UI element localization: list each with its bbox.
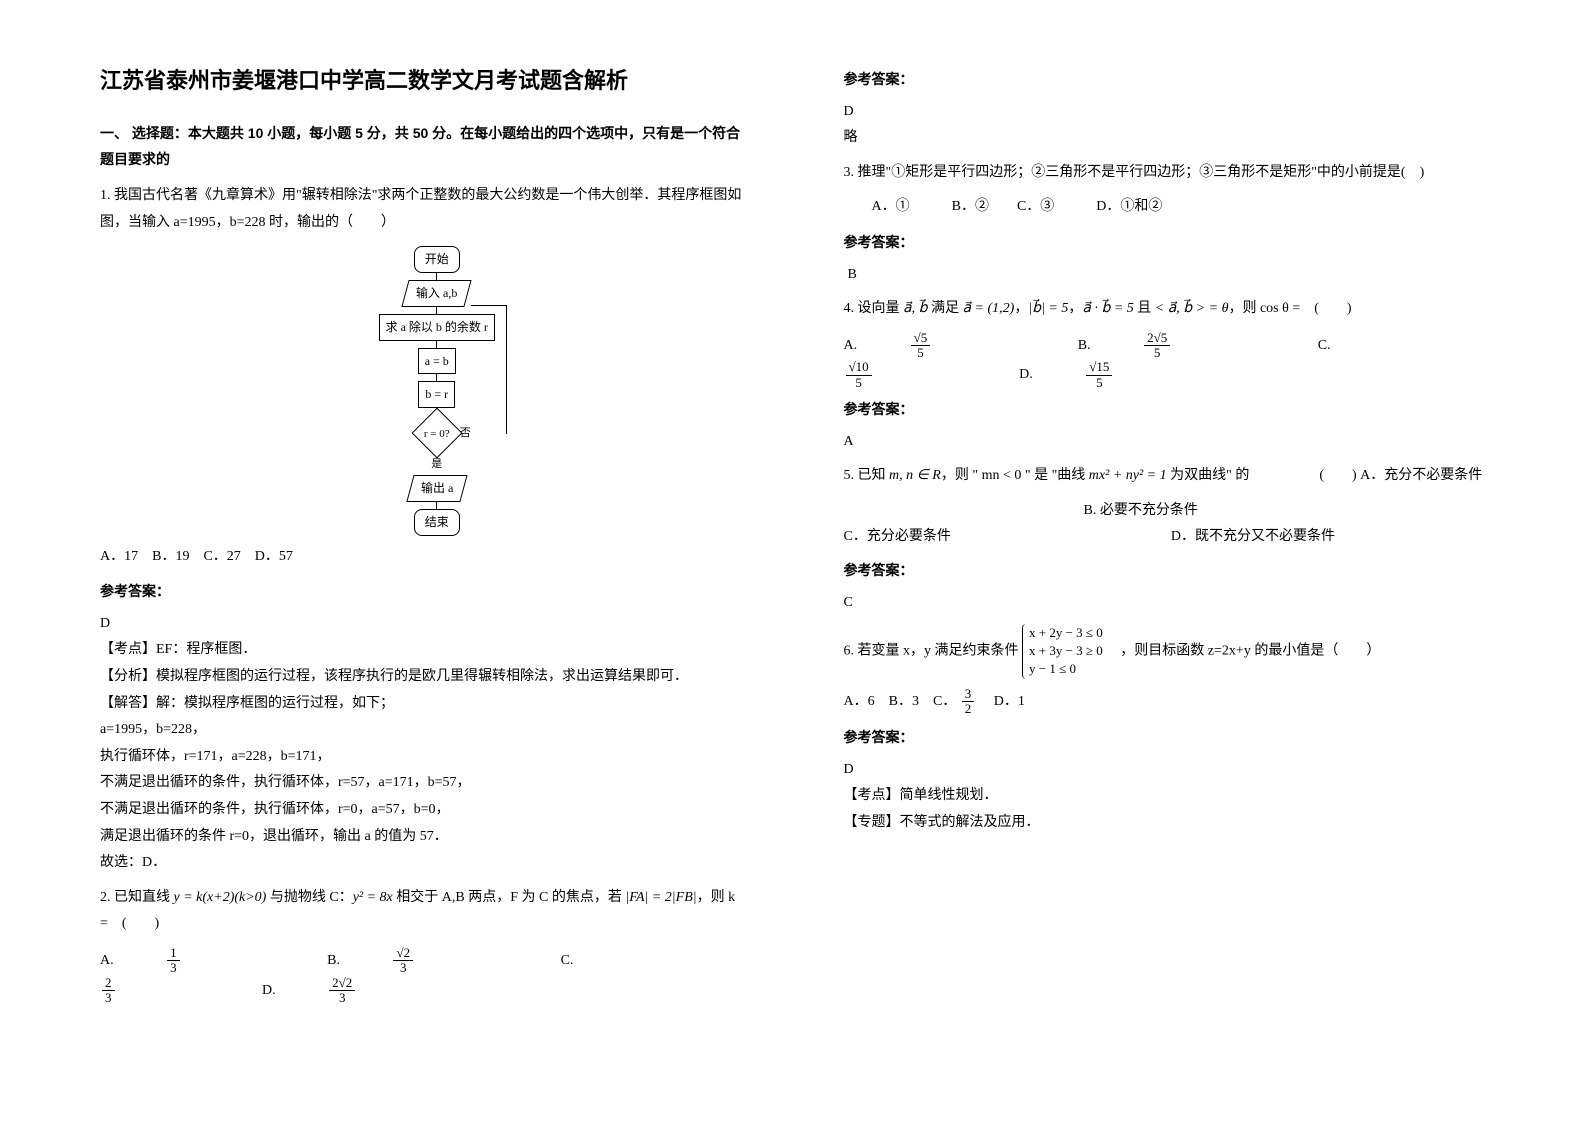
q4-opts: A. √55 B. 2√55 C. √105 D. √155: [844, 331, 1488, 390]
q5-ans-label: 参考答案：: [844, 557, 1488, 584]
q5-optB: B. 必要不充分条件: [844, 498, 1488, 525]
q4-ans-label: 参考答案：: [844, 396, 1488, 423]
q6-stem: 6. 若变量 x，y 满足约束条件 x + 2y − 3 ≤ 0 x + 3y …: [844, 624, 1488, 679]
q2-stem: 2. 已知直线 y = k(x+2)(k>0) 与抛物线 C：y² = 8x 相…: [100, 885, 744, 938]
fc-input: 输入 a,b: [401, 280, 472, 307]
left-column: 江苏省泰州市姜堰港口中学高二数学文月考试题含解析 一、 选择题：本大题共 10 …: [0, 0, 794, 1122]
q6-zt: 【专题】不等式的解法及应用．: [844, 810, 1488, 837]
q1-l1: a=1995，b=228，: [100, 717, 744, 744]
q5-optCD: C．充分必要条件D．既不充分又不必要条件: [844, 524, 1488, 551]
q3-ans-label: 参考答案：: [844, 229, 1488, 256]
q3-ans: B: [848, 262, 1488, 289]
q1-l2: 执行循环体，r=171，a=228，b=171，: [100, 744, 744, 771]
q2-ans-label: 参考答案：: [844, 66, 1488, 93]
q6-ans-label: 参考答案：: [844, 724, 1488, 751]
fc-no-label: 否: [460, 423, 471, 444]
q2-ans: D: [844, 99, 1488, 126]
fc-end: 结束: [414, 509, 460, 536]
q1-opts: A．17 B．19 C．27 D．57: [100, 544, 744, 571]
q6-cases: x + 2y − 3 ≤ 0 x + 3y − 3 ≥ 0 y − 1 ≤ 0: [1022, 624, 1103, 679]
q6-opts: A．6 B．3 C． 32 D．1: [844, 687, 1488, 717]
q1-l6: 故选：D．: [100, 850, 744, 877]
q1-kd: 【考点】EF：程序框图．: [100, 637, 744, 664]
right-column: 参考答案： D 略 3. 推理"①矩形是平行四边形；②三角形不是平行四边形；③三…: [794, 0, 1587, 1122]
q2-extra: 略: [844, 125, 1488, 152]
section-1-head: 一、 选择题：本大题共 10 小题，每小题 5 分，共 50 分。在每小题给出的…: [100, 120, 744, 173]
q6-kd: 【考点】简单线性规划．: [844, 783, 1488, 810]
q1-stem: 1. 我国古代名著《九章算术》用"辗转相除法"求两个正整数的最大公约数是一个伟大…: [100, 183, 744, 236]
fc-cond: r = 0? 否: [402, 415, 472, 451]
fc-b-eq-r: b = r: [418, 381, 455, 408]
doc-title: 江苏省泰州市姜堰港口中学高二数学文月考试题含解析: [100, 60, 744, 102]
q4-stem: 4. 设向量 a⃗, b⃗ 满足 a⃗ = (1,2)，|b⃗| = 5，a⃗ …: [844, 296, 1488, 323]
q2-opts: A. 13 B. √23 C. 23 D. 2√23: [100, 946, 744, 1005]
q1-jd: 【解答】解：模拟程序框图的运行过程，如下；: [100, 691, 744, 718]
q3-stem: 3. 推理"①矩形是平行四边形；②三角形不是平行四边形；③三角形不是矩形"中的小…: [844, 160, 1488, 187]
q6-ans: D: [844, 757, 1488, 784]
q4-ans: A: [844, 429, 1488, 456]
q1-ans-label: 参考答案：: [100, 578, 744, 605]
fc-start: 开始: [414, 246, 460, 273]
q1-l5: 满足退出循环的条件 r=0，退出循环，输出 a 的值为 57．: [100, 824, 744, 851]
flowchart: 开始 输入 a,b 求 a 除以 b 的余数 r a = b b = r r =…: [130, 246, 744, 535]
fc-a-eq-b: a = b: [418, 348, 456, 375]
fc-output: 输出 a: [406, 475, 468, 502]
q1-l4: 不满足退出循环的条件，执行循环体，r=0，a=57，b=0，: [100, 797, 744, 824]
q3-opts: A．① B．② C．③ D．①和②: [844, 194, 1488, 221]
q1-ans: D: [100, 611, 744, 638]
q1-fx: 【分析】模拟程序框图的运行过程，该程序执行的是欧几里得辗转相除法，求出运算结果即…: [100, 664, 744, 691]
q1-l3: 不满足退出循环的条件，执行循环体，r=57，a=171，b=57，: [100, 770, 744, 797]
q5-ans: C: [844, 590, 1488, 617]
q5-stem: 5. 已知 m, n ∈ R，则 " mn < 0 " 是 "曲线 mx² + …: [844, 463, 1488, 490]
